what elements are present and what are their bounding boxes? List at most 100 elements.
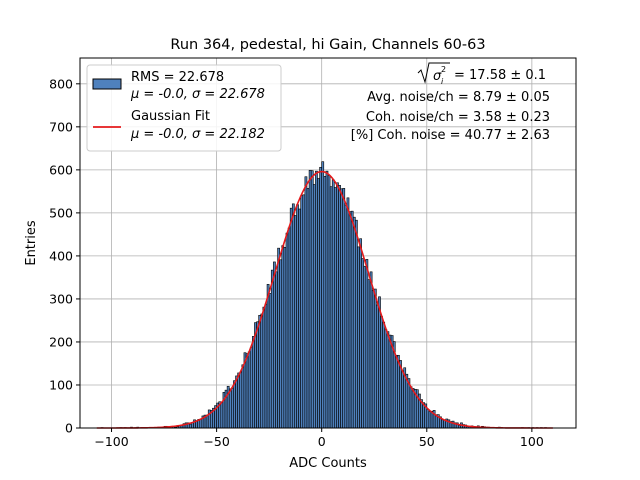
x-tick-label: 50	[419, 434, 435, 449]
x-tick-label: 100	[520, 434, 544, 449]
gaussian-fit-line	[96, 170, 553, 429]
histogram-bar	[260, 313, 264, 429]
y-tick-label: 400	[49, 248, 73, 263]
histogram-bar	[344, 204, 348, 429]
histogram-bar	[264, 303, 268, 429]
histogram-bar	[331, 179, 335, 429]
histogram-bar	[340, 188, 344, 429]
y-axis-ticks: 0 100 200 300 400 500 600 700 800	[49, 76, 80, 436]
x-tick-label: −50	[203, 434, 229, 449]
histogram-bar	[262, 306, 266, 429]
histogram-bar	[294, 215, 297, 429]
histogram-bar	[361, 258, 365, 429]
histogram-bar	[346, 197, 350, 429]
histogram-bar	[384, 329, 388, 429]
histogram-bars	[100, 161, 547, 429]
histogram-bar	[394, 354, 398, 429]
histogram-bar	[268, 293, 272, 429]
histogram-bar	[220, 401, 224, 429]
histogram-bar	[359, 238, 362, 429]
histogram-bar	[241, 364, 245, 429]
annotation-coh-noise: Coh. noise/ch = 3.58 ± 0.23	[366, 110, 550, 125]
histogram-bar	[380, 316, 383, 429]
histogram-bar	[342, 188, 346, 429]
x-axis-label: ADC Counts	[289, 456, 367, 471]
svg-text:σ: σ	[433, 69, 442, 84]
histogram-bar	[296, 204, 299, 429]
histogram-bar	[323, 176, 327, 429]
histogram-bar	[302, 194, 306, 429]
y-tick-label: 800	[49, 76, 73, 91]
histogram-bar	[399, 360, 402, 429]
sigma-total-symbol: σ i 2	[417, 62, 450, 86]
y-axis-label: Entries	[24, 220, 39, 266]
histogram-bar	[327, 175, 331, 429]
y-tick-label: 300	[49, 291, 73, 306]
histogram-bar	[386, 331, 390, 429]
y-tick-label: 600	[49, 162, 73, 177]
histogram-bar	[281, 245, 285, 429]
x-axis-ticks: −100 −50 0 50 100	[94, 428, 544, 449]
histogram-bar	[188, 423, 192, 429]
histogram-bar	[382, 321, 386, 429]
legend-histogram-stats: μ = -0.0, σ = 22.678	[130, 87, 265, 102]
histogram-bar	[233, 380, 236, 429]
legend: RMS = 22.678 μ = -0.0, σ = 22.678 Gaussi…	[86, 64, 282, 152]
histogram-bar	[365, 259, 369, 429]
histogram-bar	[287, 227, 291, 429]
histogram-bar	[279, 259, 283, 429]
histogram-bar	[285, 232, 289, 429]
histogram-bar	[348, 211, 352, 429]
annotation-sigma-total: = 17.58 ± 0.1	[454, 68, 546, 83]
histogram-bar	[228, 388, 232, 429]
histogram-bar	[321, 161, 325, 429]
y-tick-label: 200	[49, 334, 73, 349]
histogram-bar	[306, 188, 310, 429]
histogram-bar	[317, 178, 320, 429]
histogram-bar	[357, 246, 360, 429]
plot-frame	[79, 57, 577, 429]
histogram-bar	[277, 247, 280, 429]
histogram-bar	[300, 195, 304, 429]
histogram-bar	[252, 336, 255, 429]
histogram-bar	[426, 409, 430, 429]
legend-histogram-swatch	[92, 78, 122, 90]
histogram-bar	[376, 304, 379, 429]
histogram-bar	[304, 176, 308, 429]
histogram-bar	[428, 411, 432, 429]
legend-frame	[86, 64, 282, 152]
histogram-bar	[310, 170, 314, 429]
histogram-bar	[298, 208, 301, 429]
histogram-bar	[363, 265, 367, 429]
histogram-bar	[355, 219, 358, 429]
histogram-bar	[315, 170, 318, 429]
histogram-bar	[401, 370, 404, 429]
annotation-pct-coh-noise: [%] Coh. noise = 40.77 ± 2.63	[351, 128, 550, 143]
histogram-bar	[289, 207, 293, 429]
histogram-bar	[325, 170, 329, 429]
y-tick-label: 100	[49, 377, 73, 392]
chart-title: Run 364, pedestal, hi Gain, Channels 60-…	[170, 37, 485, 53]
histogram-bar	[275, 271, 278, 429]
histogram-bar	[245, 353, 249, 429]
y-tick-label: 700	[49, 119, 73, 134]
histogram-bar	[409, 386, 413, 429]
histogram-bar	[411, 388, 415, 429]
histogram-bar	[373, 288, 377, 429]
noise-annotations: σ i 2 = 17.58 ± 0.1 Avg. noise/ch = 8.79…	[351, 62, 550, 143]
histogram-bar	[338, 185, 341, 429]
histogram-bar	[237, 372, 241, 429]
histogram-bar	[352, 216, 356, 429]
svg-text:2: 2	[441, 65, 446, 74]
histogram-bar	[397, 354, 400, 429]
histogram-bar	[388, 334, 392, 429]
histogram-bar	[256, 321, 259, 429]
y-tick-label: 500	[49, 205, 73, 220]
histogram-bar	[312, 184, 316, 429]
legend-fit-stats: μ = -0.0, σ = 22.182	[130, 127, 265, 142]
histogram-bar	[441, 419, 444, 429]
histogram-bar	[249, 347, 253, 429]
histogram-bar	[231, 388, 234, 429]
histogram-bar	[308, 169, 312, 429]
